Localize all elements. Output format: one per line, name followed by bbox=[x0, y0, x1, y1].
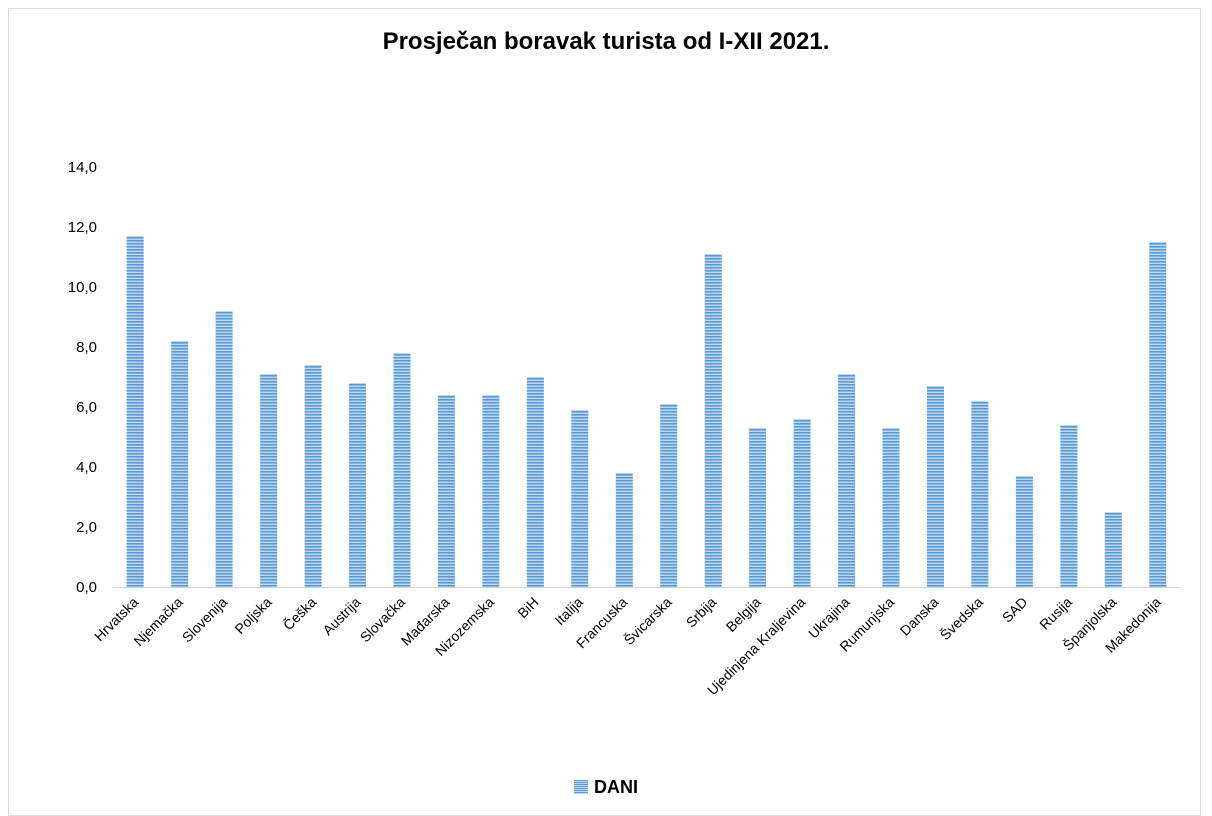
x-tick-label: SAD bbox=[999, 594, 1031, 626]
bar bbox=[971, 401, 989, 587]
chart-title: Prosječan boravak turista od I-XII 2021. bbox=[382, 28, 830, 55]
x-tick-label: BiH bbox=[514, 594, 541, 621]
bar bbox=[349, 383, 366, 587]
x-tick-label: Austrija bbox=[319, 594, 363, 638]
bar bbox=[793, 419, 811, 587]
bar bbox=[215, 311, 233, 587]
bar bbox=[571, 410, 589, 587]
bar bbox=[660, 404, 678, 587]
legend-label: DANI bbox=[594, 776, 638, 797]
bar bbox=[1149, 242, 1167, 587]
bar bbox=[615, 473, 633, 587]
x-tick-label: Poljska bbox=[231, 594, 274, 637]
x-tick-label: Srbija bbox=[683, 594, 720, 631]
bar bbox=[838, 374, 856, 587]
bar bbox=[1015, 476, 1033, 587]
bar bbox=[482, 395, 500, 587]
x-tick-label: Slovenija bbox=[179, 594, 231, 646]
y-axis: 0,0 2,0 4,0 6,0 8,0 10,0 12,0 14,0 bbox=[68, 159, 97, 596]
bar bbox=[882, 428, 900, 587]
bar bbox=[1104, 512, 1122, 587]
bar bbox=[171, 341, 189, 587]
bar bbox=[393, 353, 411, 587]
bar-series bbox=[126, 236, 1167, 587]
x-tick-label: Češka bbox=[280, 594, 320, 634]
x-tick-label: Rusija bbox=[1036, 594, 1075, 633]
bar bbox=[927, 386, 944, 587]
legend-swatch bbox=[574, 780, 588, 795]
y-tick-label: 12,0 bbox=[68, 219, 97, 236]
bar bbox=[1060, 425, 1078, 587]
bar bbox=[437, 395, 455, 587]
x-tick-label: Švedska bbox=[937, 594, 986, 643]
x-tick-label: Danska bbox=[897, 594, 942, 639]
bar bbox=[704, 254, 722, 587]
x-tick-label: Italija bbox=[551, 594, 586, 629]
bar bbox=[126, 236, 144, 587]
y-tick-label: 4,0 bbox=[76, 459, 97, 476]
x-tick-label: Belgija bbox=[723, 594, 764, 635]
legend: DANI bbox=[0, 776, 1212, 798]
y-tick-label: 6,0 bbox=[76, 399, 97, 416]
bar bbox=[526, 377, 544, 587]
bar bbox=[749, 428, 767, 587]
y-tick-label: 10,0 bbox=[68, 279, 97, 296]
bar bbox=[260, 374, 278, 587]
chart-area bbox=[8, 8, 1201, 816]
y-tick-label: 8,0 bbox=[76, 339, 97, 356]
x-tick-label: Švicarska bbox=[621, 594, 675, 648]
y-tick-label: 14,0 bbox=[68, 159, 97, 176]
x-tick-label: Njemačka bbox=[130, 594, 185, 649]
bar bbox=[304, 365, 322, 587]
y-tick-label: 2,0 bbox=[76, 519, 97, 536]
y-tick-label: 0,0 bbox=[76, 579, 97, 596]
